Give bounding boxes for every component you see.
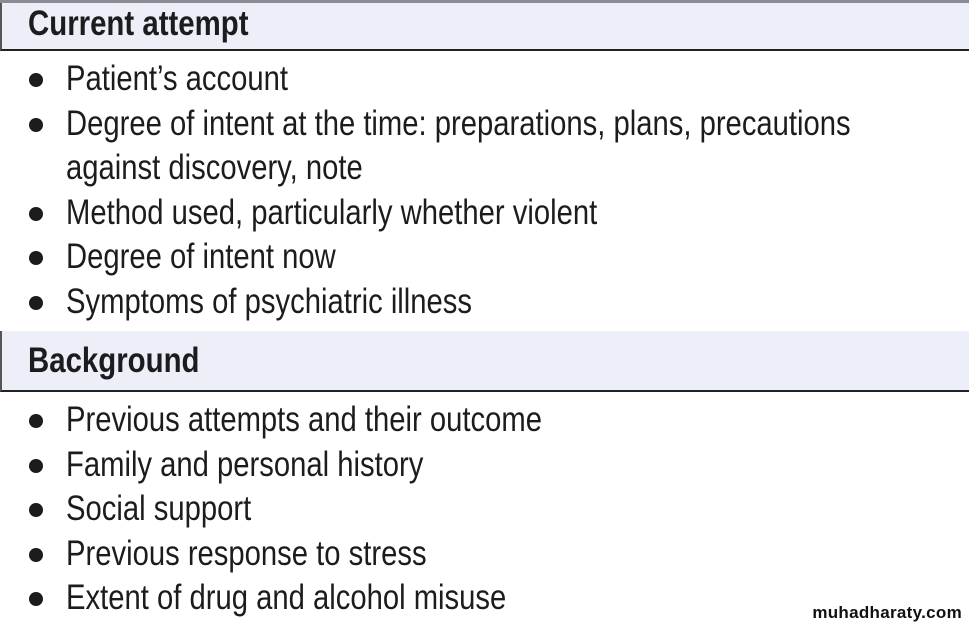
list-item-text: Previous response to stress (66, 533, 427, 573)
list-item: Degree of intent now (0, 235, 969, 279)
bullet-icon (29, 296, 43, 310)
section-heading: Background (28, 340, 200, 380)
watermark: muhadharaty.com (812, 603, 962, 622)
list-item-text: Patient’s account (66, 59, 289, 98)
bullet-icon (29, 206, 43, 221)
bullet-icon (29, 503, 43, 518)
section-header: Background (0, 331, 969, 392)
list-item-text: Extent of drug and alcohol misuse (66, 578, 507, 618)
bullet-icon (29, 458, 43, 473)
list-item-text: Method used, particularly whether violen… (66, 192, 598, 232)
list-item-text: Degree of intent at the time: preparatio… (66, 103, 851, 143)
list-item-text: Previous attempts and their outcome (66, 400, 542, 439)
bullet-icon (29, 117, 43, 132)
list-item: Patient’s account (0, 57, 969, 101)
list-item: Social support (0, 487, 969, 531)
list-item-text: Family and personal history (66, 444, 424, 484)
list-item-text: Degree of intent now (66, 237, 336, 277)
bullet-icon (29, 414, 43, 428)
list-item: Degree of intent at the time: preparatio… (0, 102, 969, 146)
bullet-icon (29, 592, 43, 607)
list-item: Family and personal history (0, 443, 969, 487)
list-item: Method used, particularly whether violen… (0, 191, 969, 235)
list-item: Symptoms of psychiatric illness (0, 280, 969, 324)
list-item: Extent of drug and alcohol misuse (0, 576, 969, 620)
list-item-text: Social support (66, 489, 252, 529)
section-header: Current attempt (0, 3, 969, 51)
section-heading: Current attempt (28, 4, 249, 43)
list-item-text: Symptoms of psychiatric illness (66, 282, 473, 321)
bullet-icon (29, 73, 43, 87)
top-rule (0, 0, 969, 3)
bullet-icon (29, 547, 43, 562)
list-item: Previous attempts and their outcome (0, 398, 969, 442)
bullet-icon (29, 251, 43, 266)
list-item: against discovery, note (0, 146, 969, 190)
list-item: Previous response to stress (0, 532, 969, 576)
list-item-text: against discovery, note (66, 148, 363, 188)
